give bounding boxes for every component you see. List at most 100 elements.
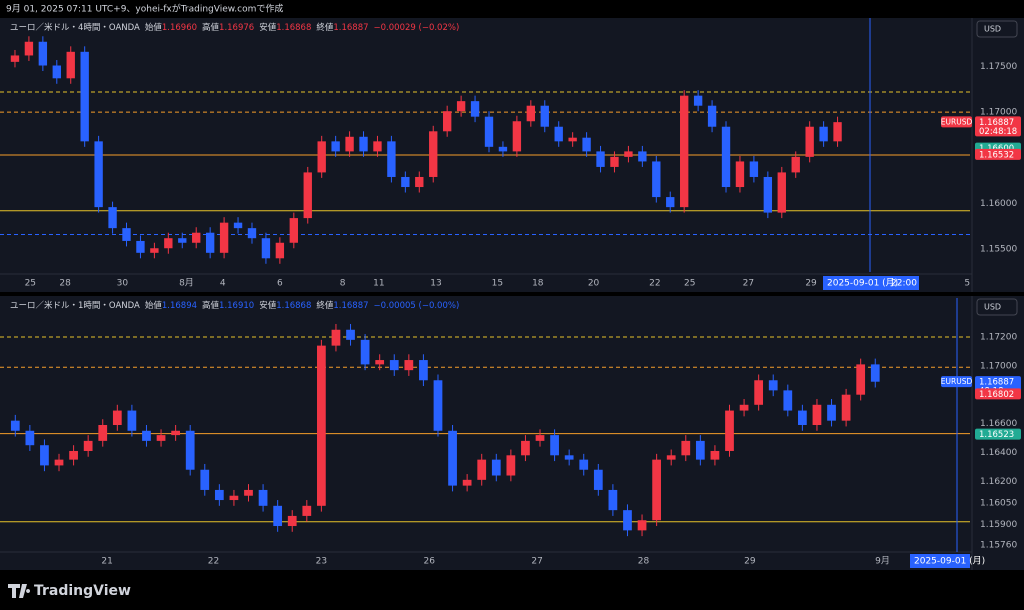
legend-change: −0.00029 (−0.02%): [374, 23, 460, 33]
candle-body: [484, 116, 494, 147]
candle-body: [666, 197, 675, 208]
x-tick-label: 20: [588, 279, 600, 289]
candle-body: [156, 435, 166, 441]
candle-body: [768, 380, 778, 391]
candle-body: [275, 242, 285, 259]
candle-body: [470, 101, 480, 117]
x-tick-label: 30: [117, 279, 129, 289]
legend-symbol: ユーロ／米ドル・1時間・OANDA: [10, 300, 140, 311]
candle-body: [258, 489, 268, 506]
candle-body: [164, 238, 173, 249]
x-tick-label: 25: [25, 279, 36, 289]
candle-body: [433, 380, 443, 431]
x-tick-label: 27: [743, 279, 754, 289]
candle-body: [10, 55, 20, 62]
candle-body: [805, 126, 814, 157]
candle-body: [178, 238, 187, 243]
x-tick-label: 26: [424, 557, 436, 567]
candle-body: [695, 440, 705, 460]
price-tag-time: 02:48:18: [979, 127, 1017, 137]
candle-body: [360, 339, 370, 365]
y-tick-label: 1.15500: [980, 245, 1017, 255]
header: 9月 01, 2025 07:11 UTC+9、yohei-fxがTrading…: [6, 3, 283, 15]
candle-body: [666, 455, 676, 460]
candle-body: [721, 126, 731, 188]
y-tick-label: 1.17500: [980, 62, 1017, 72]
x-tick-label: 27: [531, 557, 542, 567]
candle-body: [491, 459, 501, 476]
legend-label: 終値: [316, 22, 334, 33]
legend-value: 1.16887: [333, 23, 368, 33]
candle-body: [112, 410, 122, 425]
x-tick-label: 25: [684, 279, 695, 289]
candle-body: [819, 126, 828, 142]
candle-body: [535, 435, 545, 441]
candle-body: [710, 450, 720, 460]
logo-text: TradingView: [34, 583, 131, 599]
legend-value: 1.16868: [276, 23, 311, 33]
crosshair-date: 2025-09-01 (月): [914, 556, 985, 567]
candle-body: [54, 459, 64, 466]
y-tick-label: 1.17200: [980, 332, 1017, 342]
candle-body: [404, 360, 414, 371]
candle-body: [345, 136, 354, 152]
candle-body: [841, 394, 851, 421]
legend-label: 高値: [202, 22, 220, 33]
candle-body: [582, 137, 591, 152]
candle-body: [812, 404, 822, 425]
candle-body: [136, 240, 145, 253]
symbol-tag-label: EURUSD: [941, 117, 973, 126]
candle-body: [739, 404, 749, 411]
legend-symbol: ユーロ／米ドル・4時間・OANDA: [10, 22, 140, 33]
candle-body: [247, 228, 257, 239]
legend-change: −0.00005 (−0.00%): [374, 301, 460, 311]
candle-body: [38, 41, 48, 66]
candle-body: [521, 440, 530, 456]
legend-label: 高値: [202, 300, 220, 311]
candle-body: [142, 430, 151, 441]
candle-body: [200, 469, 210, 490]
candle-body: [442, 111, 452, 132]
candle-body: [579, 459, 589, 470]
candle-body: [564, 455, 574, 460]
candle-body: [10, 420, 20, 431]
candle-body: [40, 445, 49, 466]
candle-body: [192, 232, 201, 243]
candle-body: [317, 141, 326, 173]
candle-body: [833, 122, 842, 142]
symbol-tag: [941, 116, 972, 128]
candle-body: [273, 505, 283, 527]
symbol-tag: [941, 376, 972, 388]
y-tick-label: 1.15760: [980, 540, 1017, 550]
candle-body: [593, 469, 603, 490]
candle-body: [80, 51, 89, 142]
candle-body: [550, 435, 559, 456]
currency-button[interactable]: [976, 20, 1018, 38]
y-tick-label: 1.17000: [980, 108, 1017, 118]
candle-body: [693, 95, 703, 106]
candle-body: [680, 95, 689, 208]
candle-body: [98, 425, 108, 441]
candle-body: [69, 450, 78, 460]
candle-body: [229, 495, 239, 501]
legend-label: 安値: [259, 300, 277, 311]
y-tick-label: 1.16000: [980, 199, 1017, 209]
candle-body: [791, 156, 800, 173]
candle-body: [359, 136, 368, 152]
candle-body: [749, 161, 759, 177]
x-tick-label: 4: [220, 279, 226, 289]
x-tick-label: 6: [277, 279, 283, 289]
candle-body: [317, 345, 326, 506]
x-tick-label: 5: [964, 279, 970, 289]
legend-value: 1.16894: [162, 301, 197, 311]
price-tag: [975, 388, 1021, 400]
candle-body: [205, 232, 215, 253]
legend-label: 始値: [145, 22, 163, 33]
candle-body: [373, 141, 382, 152]
x-tick-label: 15: [492, 279, 503, 289]
x-tick-label: 21: [101, 557, 112, 567]
currency-button[interactable]: [976, 298, 1018, 316]
candle-body: [777, 172, 786, 213]
candle-body: [415, 176, 424, 188]
